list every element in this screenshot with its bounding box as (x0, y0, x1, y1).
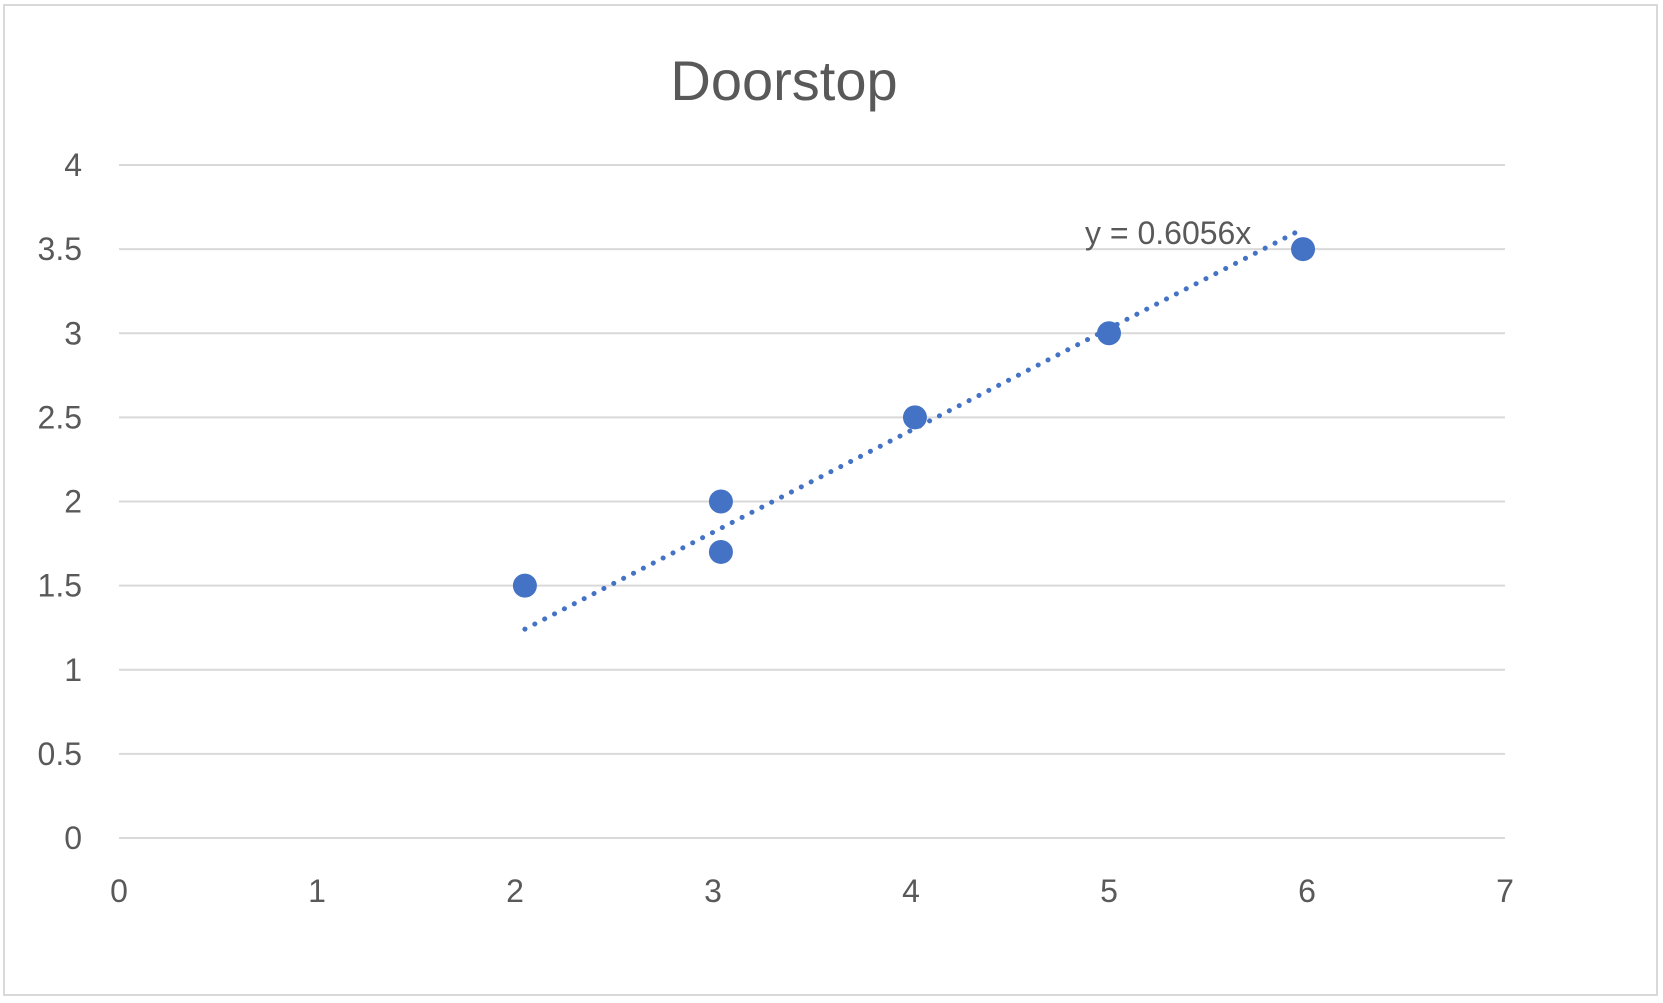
data-points (512, 237, 1316, 598)
y-axis-tick-labels: 0 0.5 1 1.5 2 2.5 3 3.5 4 (38, 147, 82, 856)
x-tick-label: 0 (110, 873, 128, 909)
y-tick-label: 0.5 (38, 736, 82, 772)
trendline-equation-label: y = 0.6056x (1085, 215, 1251, 251)
trendline (522, 226, 1306, 632)
y-tick-label: 4 (64, 147, 82, 183)
data-point (1291, 237, 1316, 262)
y-tick-label: 1.5 (38, 568, 82, 604)
y-tick-label: 3 (64, 315, 82, 351)
x-axis-tick-labels: 0 1 2 3 4 5 6 7 (110, 873, 1514, 909)
chart-frame: Doorstop 0 0.5 1 1.5 2 2.5 3 3.5 4 0 1 2 3 4 5 6 7 y = … (3, 4, 1658, 996)
y-tick-label: 2 (64, 484, 82, 520)
x-tick-label: 6 (1298, 873, 1316, 909)
trendline-layer (522, 226, 1306, 632)
x-tick-label: 2 (506, 873, 524, 909)
gridlines (119, 164, 1505, 839)
y-tick-label: 3.5 (38, 231, 82, 267)
data-point (512, 573, 537, 598)
data-point (1097, 321, 1121, 346)
y-tick-label: 1 (64, 652, 82, 688)
chart-canvas: Doorstop 0 0.5 1 1.5 2 2.5 3 3.5 4 0 1 2 3 4 5 6 7 y = … (38, 49, 1514, 909)
data-point (902, 405, 927, 430)
data-point (708, 539, 733, 564)
x-tick-label: 5 (1100, 873, 1118, 909)
x-tick-label: 3 (704, 873, 722, 909)
y-tick-label: 0 (64, 820, 82, 856)
data-point (708, 489, 733, 514)
chart-title: Doorstop (670, 49, 897, 112)
x-tick-label: 1 (308, 873, 326, 909)
y-tick-label: 2.5 (38, 399, 82, 435)
x-tick-label: 4 (902, 873, 920, 909)
x-tick-label: 7 (1496, 873, 1514, 909)
